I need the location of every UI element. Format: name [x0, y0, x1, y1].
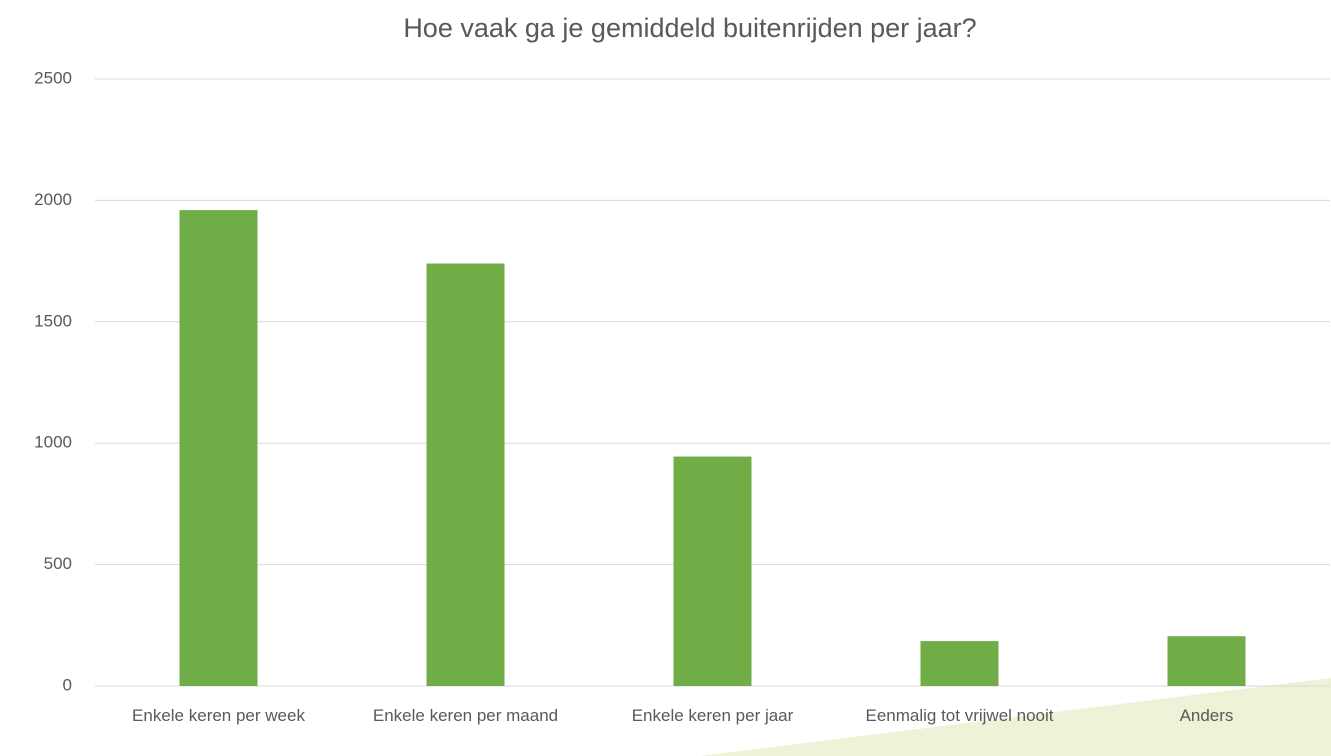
y-tick-label: 2500 — [34, 68, 72, 87]
y-tick-label: 2000 — [34, 190, 72, 209]
x-tick-label: Eenmalig tot vrijwel nooit — [865, 706, 1054, 725]
y-tick-label: 1500 — [34, 311, 72, 330]
x-tick-label: Anders — [1179, 706, 1234, 725]
decoration — [700, 678, 1331, 756]
x-tick-label: Enkele keren per maand — [372, 706, 559, 725]
x-tick-label: Enkele keren per week — [132, 706, 305, 725]
chart-title: Hoe vaak ga je gemiddeld buitenrijden pe… — [403, 13, 976, 43]
y-tick-label: 0 — [63, 675, 72, 694]
bar — [426, 263, 505, 686]
bar — [920, 641, 999, 686]
y-tick-label: 500 — [44, 554, 72, 573]
y-tick-label: 1000 — [34, 433, 72, 452]
x-tick-label: Enkele keren per jaar — [631, 706, 794, 725]
bar — [1167, 636, 1246, 686]
bar — [673, 456, 752, 686]
bar — [179, 210, 258, 686]
